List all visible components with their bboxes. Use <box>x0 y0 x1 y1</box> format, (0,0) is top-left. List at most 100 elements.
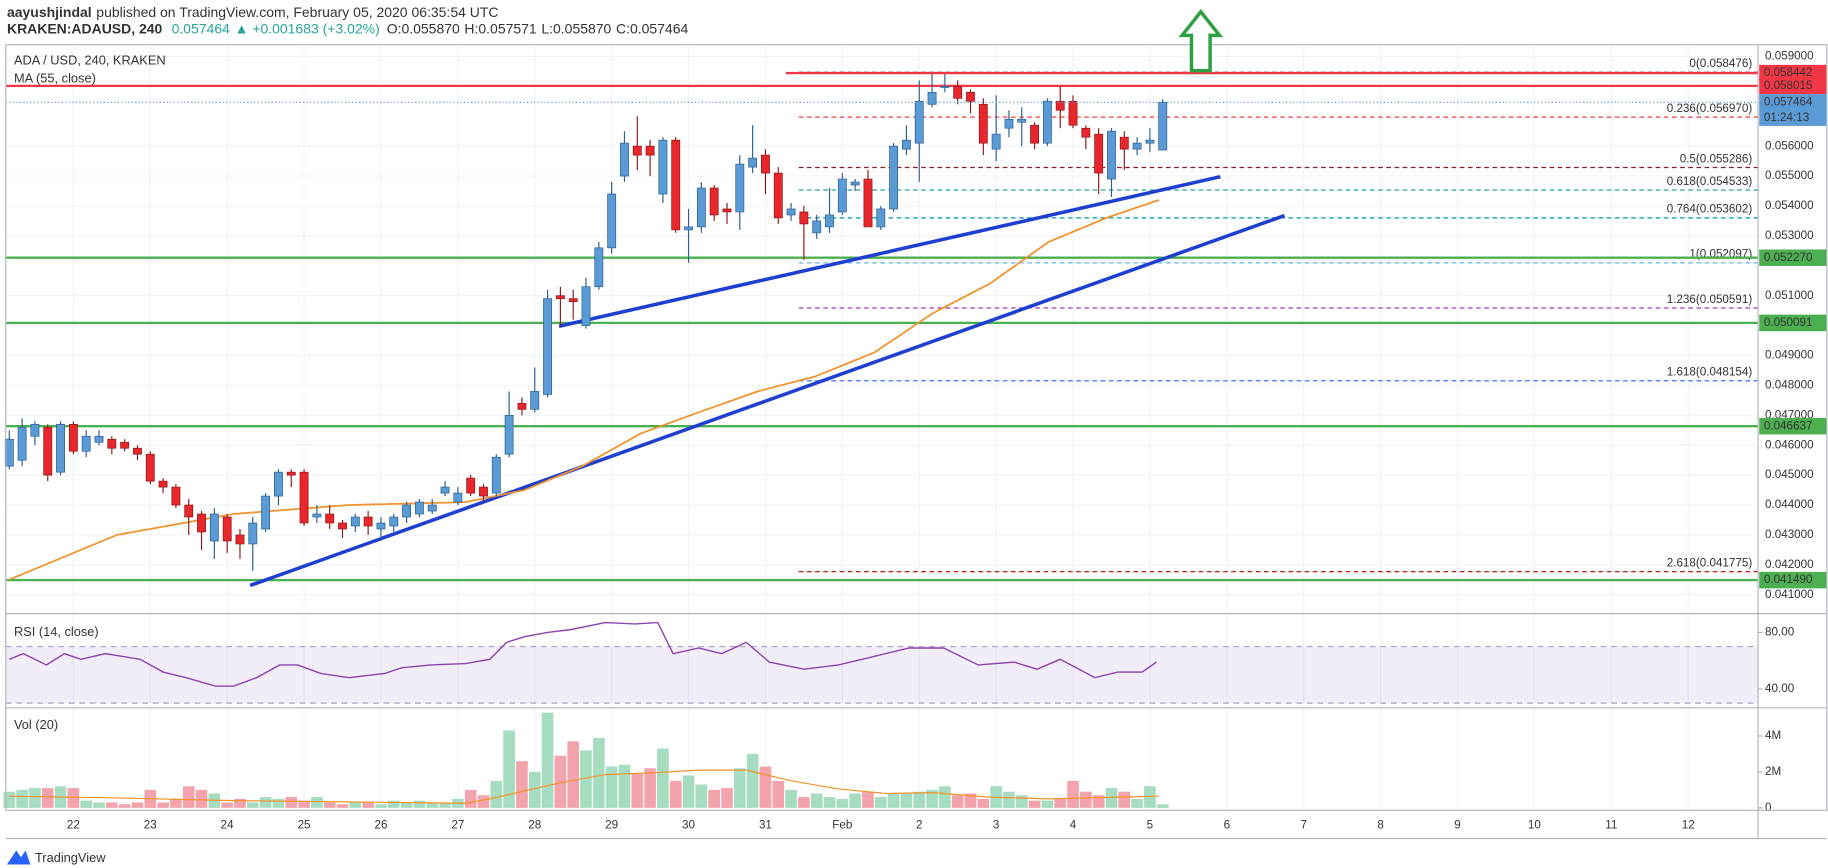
volume-bar <box>849 793 861 808</box>
volume-bar <box>1118 791 1131 808</box>
volume-bar <box>362 802 374 808</box>
volume-bar <box>708 789 721 808</box>
y-tick-label: 0 <box>1765 801 1772 814</box>
candle-body <box>709 187 719 216</box>
volume-bar <box>926 789 938 808</box>
volume-bar <box>900 793 913 808</box>
volume-bar <box>246 802 259 808</box>
candle-body <box>1119 136 1129 150</box>
x-tick-label: 11 <box>1605 819 1617 832</box>
candle-body <box>863 178 873 228</box>
level-label: 0.046637 <box>1764 419 1813 432</box>
candle-body <box>953 85 963 99</box>
candle-body <box>261 495 271 530</box>
author: aayushjindal <box>7 4 92 20</box>
candle-body <box>684 226 693 231</box>
y-tick-label: 80.00 <box>1765 626 1795 639</box>
volume-bar <box>567 741 580 808</box>
y-tick-label: 0.043000 <box>1765 528 1814 541</box>
x-tick-label: 22 <box>67 819 80 832</box>
volume-bar <box>913 791 926 808</box>
level-label: 0.050091 <box>1764 316 1813 329</box>
candle-body <box>1068 100 1078 126</box>
fib-label: 0.236(0.056970) <box>1667 102 1753 115</box>
legend-ma: MA (55, close) <box>14 70 96 85</box>
footer: TradingView <box>35 850 106 865</box>
candle-body <box>607 193 617 249</box>
level-label: 0.058442 <box>1764 66 1813 79</box>
candle-body <box>286 471 296 476</box>
x-tick-label: 10 <box>1528 819 1541 832</box>
candle-body <box>1132 142 1142 150</box>
candle-body <box>978 103 988 144</box>
volume-bar <box>464 789 477 808</box>
volume-bar <box>298 800 310 808</box>
x-tick-label: 2 <box>916 819 922 832</box>
candle-body <box>748 157 758 168</box>
volume-bar <box>285 797 298 808</box>
candle-body <box>581 286 591 326</box>
candle-body <box>786 208 796 216</box>
volume-bar <box>1041 800 1054 808</box>
volume-bar <box>1131 798 1143 808</box>
candle-body <box>991 133 1001 150</box>
candle-body <box>81 435 91 452</box>
volume-bar <box>772 780 785 808</box>
logo-icon <box>6 850 31 865</box>
volume-bar <box>170 798 182 808</box>
candle-body <box>1158 102 1168 151</box>
y-tick-label: 2M <box>1765 765 1781 778</box>
volume-bar <box>1080 791 1092 808</box>
y-tick-label: 0.042000 <box>1765 558 1814 571</box>
volume-bar <box>874 797 887 808</box>
volume-bar <box>1015 795 1028 808</box>
plot: 22 23 24 25 26 27 28 29 30 31 Feb 2 3 4 5 6 7 8 9 10 11 120.0… <box>3 49 1827 832</box>
volume-bar <box>157 802 169 808</box>
x-tick-label: 28 <box>528 819 541 832</box>
level-label: 0.052270 <box>1764 251 1813 264</box>
x-tick-label: 31 <box>759 819 772 832</box>
candle-body <box>94 435 104 443</box>
candle-body <box>889 145 899 210</box>
fib-label: 0.618(0.054533) <box>1667 175 1753 188</box>
candle-body <box>273 471 283 497</box>
candle-body <box>43 426 53 476</box>
trendline <box>558 174 1221 328</box>
volume-bar <box>477 795 490 808</box>
volume-bar <box>400 802 413 808</box>
candle-body <box>850 181 860 186</box>
volume-bar <box>80 800 93 808</box>
volume-bar <box>336 804 349 808</box>
volume-bar <box>105 802 118 808</box>
frame <box>5 44 1828 811</box>
ohlc: O:0.055870 <box>387 20 460 36</box>
candle-body <box>427 504 437 512</box>
candle-body <box>671 139 681 231</box>
fib-label: 1.236(0.050591) <box>1667 293 1753 306</box>
volume-bar <box>862 791 874 808</box>
candle-body <box>1145 139 1155 144</box>
volume-bar <box>413 800 426 808</box>
ohlc: L:0.055870 <box>541 20 611 36</box>
price: 0.057464 <box>172 20 230 36</box>
candle-body <box>414 501 424 515</box>
volume-bar <box>951 795 964 808</box>
y-tick-label: 0.053000 <box>1765 229 1814 242</box>
volume-bar <box>503 730 515 808</box>
fib-label: 0.5(0.055286) <box>1680 152 1753 165</box>
candle-body <box>517 403 527 410</box>
x-tick-label: 29 <box>605 819 618 832</box>
candle-body <box>325 513 335 524</box>
moving-average <box>8 199 1160 581</box>
candle-body <box>658 139 668 195</box>
candle-body <box>799 211 809 225</box>
candle-body <box>1094 133 1104 174</box>
candle-body <box>722 208 732 213</box>
x-tick-label: 23 <box>144 819 157 832</box>
header-line: aayushjindal published on TradingView.com… <box>7 4 498 20</box>
candle-body <box>197 513 206 533</box>
fib-label: 0.764(0.053602) <box>1667 203 1753 216</box>
volume-bar <box>67 788 80 808</box>
